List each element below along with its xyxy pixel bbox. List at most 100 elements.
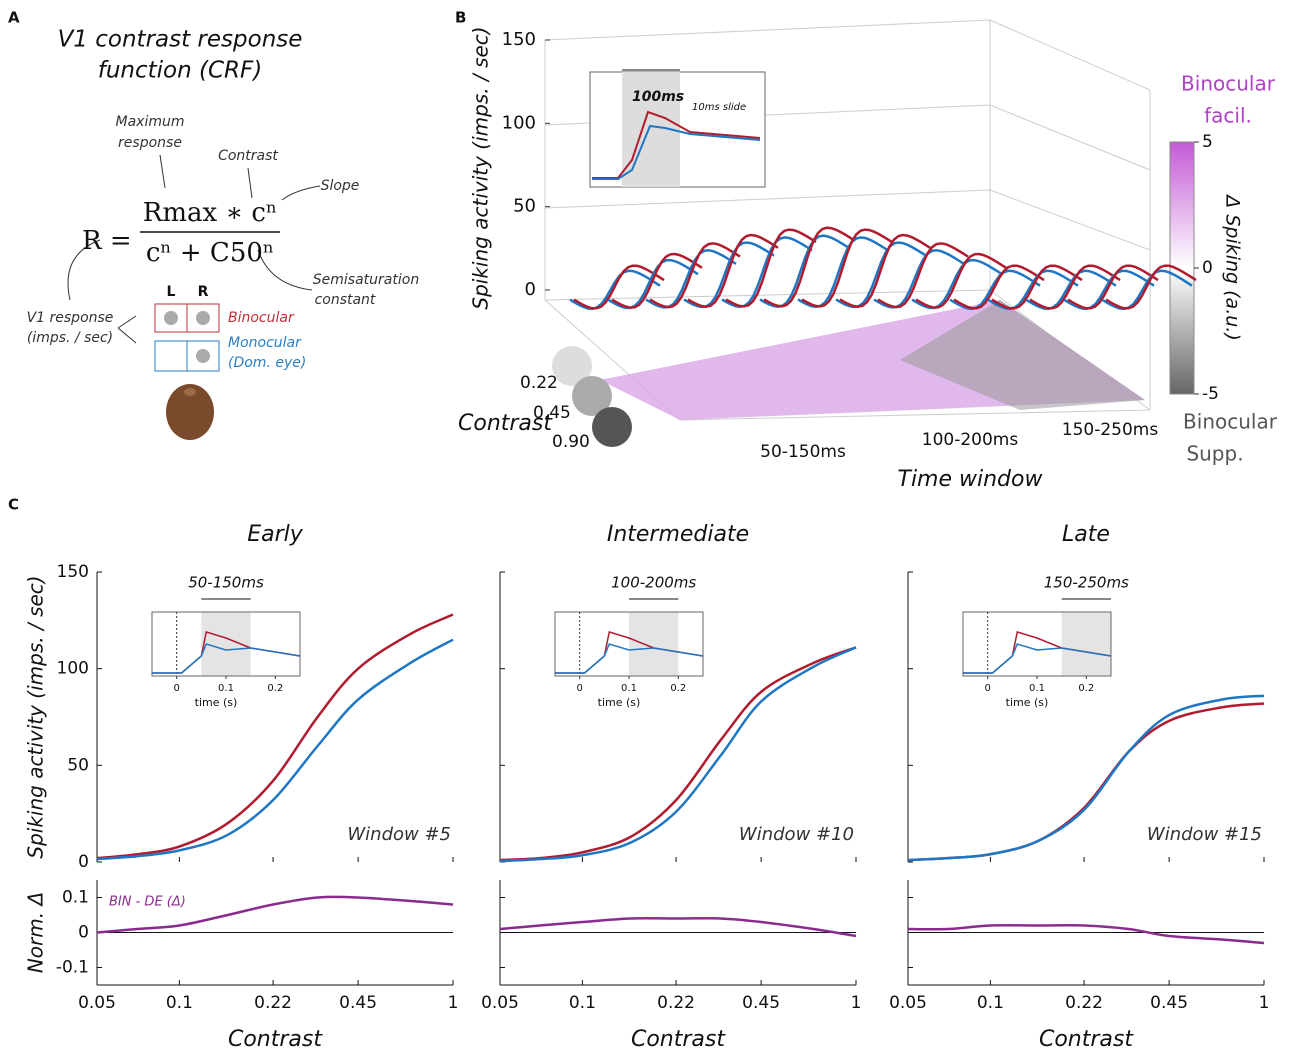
condition-label: Binocular	[228, 310, 295, 326]
illustrative-curve	[987, 269, 1079, 311]
x-tick-label: 0.45	[1150, 993, 1188, 1013]
leader-lines	[67, 154, 321, 344]
illustrative-curve	[835, 241, 927, 309]
illustrative-curve	[611, 252, 703, 309]
crf-line	[907, 694, 1265, 862]
inset-tick-label: 0.2	[670, 683, 686, 694]
inset-psth	[555, 643, 704, 674]
x-axis-title: Contrast	[631, 1027, 726, 1052]
colorbar-tick-label: -5	[1202, 384, 1219, 404]
tick-label: 150-250ms	[1062, 420, 1159, 440]
x-tick-label: 0.05	[889, 993, 927, 1013]
x-axis-title: Contrast	[1039, 1027, 1134, 1052]
annotation: Contrast	[218, 148, 278, 164]
annotation: Window #10	[739, 824, 854, 845]
x-tick-label: 1	[1259, 993, 1270, 1013]
diff-line	[907, 923, 1265, 945]
y-tick-label: 100	[57, 659, 89, 679]
inset-title: 50-150ms	[188, 574, 264, 592]
y-tick-label: 0	[78, 923, 89, 943]
inset-tick-label: 0.2	[1078, 683, 1094, 694]
inset-tick-label: 0.2	[267, 683, 283, 694]
tick-label: 0.22	[520, 373, 558, 393]
illustrative-curve	[991, 264, 1083, 310]
annotation: response	[118, 135, 182, 151]
colorbar-title: Δ Spiking (a.u.)	[1222, 193, 1244, 340]
annotation: Window #15	[1147, 824, 1262, 845]
annotation: Slope	[321, 178, 360, 194]
inset-tick-label: 0	[173, 683, 179, 694]
x-tick-label: 0.05	[78, 993, 116, 1013]
annotation: Window #5	[347, 824, 451, 845]
colorbar-label: Supp.	[1186, 442, 1243, 466]
axis-title: Spiking activity (imps. / sec)	[469, 26, 493, 309]
illustrative-curve	[683, 241, 775, 309]
colorbar-label: Binocular	[1181, 72, 1276, 96]
illustrative-curve	[649, 242, 741, 309]
crf-line	[96, 638, 454, 861]
crf-line	[499, 646, 857, 862]
condition-icons	[154, 303, 220, 440]
diff-label: BIN - DE (Δ)	[109, 895, 186, 910]
inset-xlabel: time (s)	[195, 696, 238, 709]
y-tick-label: 50	[67, 755, 89, 775]
y-tick-label: 50	[513, 196, 536, 217]
tick-label: 0.45	[533, 403, 571, 423]
condition-label: (Dom. eye)	[228, 355, 306, 371]
colorbar-label: facil.	[1204, 104, 1252, 128]
inset-tick-label: 0.1	[218, 683, 234, 694]
illustrative-curve	[573, 264, 665, 310]
equation-lhs: R =	[82, 226, 132, 256]
inset-label: 100ms	[632, 89, 684, 105]
illustrative-curve	[915, 252, 1007, 309]
x-tick-label: 0.22	[254, 993, 292, 1013]
tick-label: 0.90	[552, 432, 590, 452]
annotation: V1 response	[27, 310, 114, 326]
stimulus-icons	[552, 346, 632, 447]
diff-line	[499, 916, 857, 938]
tick-label: 100-200ms	[922, 430, 1019, 450]
crf-line	[499, 646, 857, 863]
x-tick-label: 1	[448, 993, 459, 1013]
x-tick-label: 0.1	[977, 993, 1004, 1013]
difference-surface	[900, 300, 1145, 410]
colorbar-tick-label: 5	[1202, 132, 1213, 152]
annotation: constant	[315, 292, 376, 308]
diff-line	[96, 895, 454, 934]
x-tick-label: 1	[851, 993, 862, 1013]
illustrative-curve	[801, 228, 893, 308]
eye-label: L	[167, 284, 176, 300]
panel-title: function (CRF)	[98, 58, 262, 84]
condition-label: Monocular	[228, 335, 302, 351]
illustrative-curve	[1101, 269, 1193, 311]
chart-title: Early	[247, 522, 304, 547]
annotation: Semisaturation	[313, 272, 419, 288]
colorbar-label: Binocular	[1183, 410, 1278, 434]
panel-title: V1 contrast response	[58, 27, 303, 53]
illustrative-curve	[645, 249, 737, 309]
illustrative-curve	[763, 226, 855, 308]
x-axis-title: Contrast	[228, 1027, 323, 1052]
illustrative-curve	[1063, 269, 1155, 311]
illustrative-curve	[873, 249, 965, 309]
illustrative-curve	[569, 269, 661, 311]
illustrative-curve	[1025, 269, 1117, 311]
illustrative-curve	[839, 233, 931, 308]
x-tick-label: 0.22	[1065, 993, 1103, 1013]
tick-label: 50-150ms	[760, 442, 846, 462]
inset-tick-label: 0	[984, 683, 990, 694]
inset	[589, 69, 766, 188]
eye-label: R	[198, 284, 209, 300]
y-tick-label: -0.1	[56, 958, 89, 978]
axis-title: Time window	[898, 467, 1044, 492]
inset-xlabel: time (s)	[598, 696, 641, 709]
inset-tick-label: 0.1	[1029, 683, 1045, 694]
chart-title: Intermediate	[607, 522, 749, 547]
illustrative-curve	[687, 233, 779, 308]
y-tick-label: 150	[57, 562, 89, 582]
equation-denominator: cⁿ + C50ⁿ	[146, 238, 274, 268]
illustrative-curve	[1067, 264, 1159, 310]
inset-window	[1061, 612, 1111, 676]
panel-label: A	[8, 9, 20, 27]
panel-label: B	[455, 9, 466, 27]
